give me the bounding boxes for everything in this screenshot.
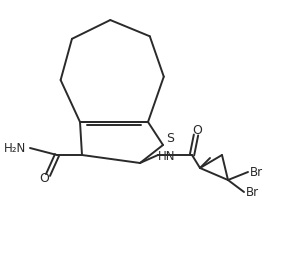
Text: Br: Br xyxy=(250,166,263,178)
Text: HN: HN xyxy=(158,150,176,163)
Text: S: S xyxy=(166,133,174,145)
Text: Br: Br xyxy=(246,187,259,199)
Text: H₂N: H₂N xyxy=(4,141,26,155)
Text: O: O xyxy=(39,172,49,184)
Text: O: O xyxy=(192,123,202,137)
